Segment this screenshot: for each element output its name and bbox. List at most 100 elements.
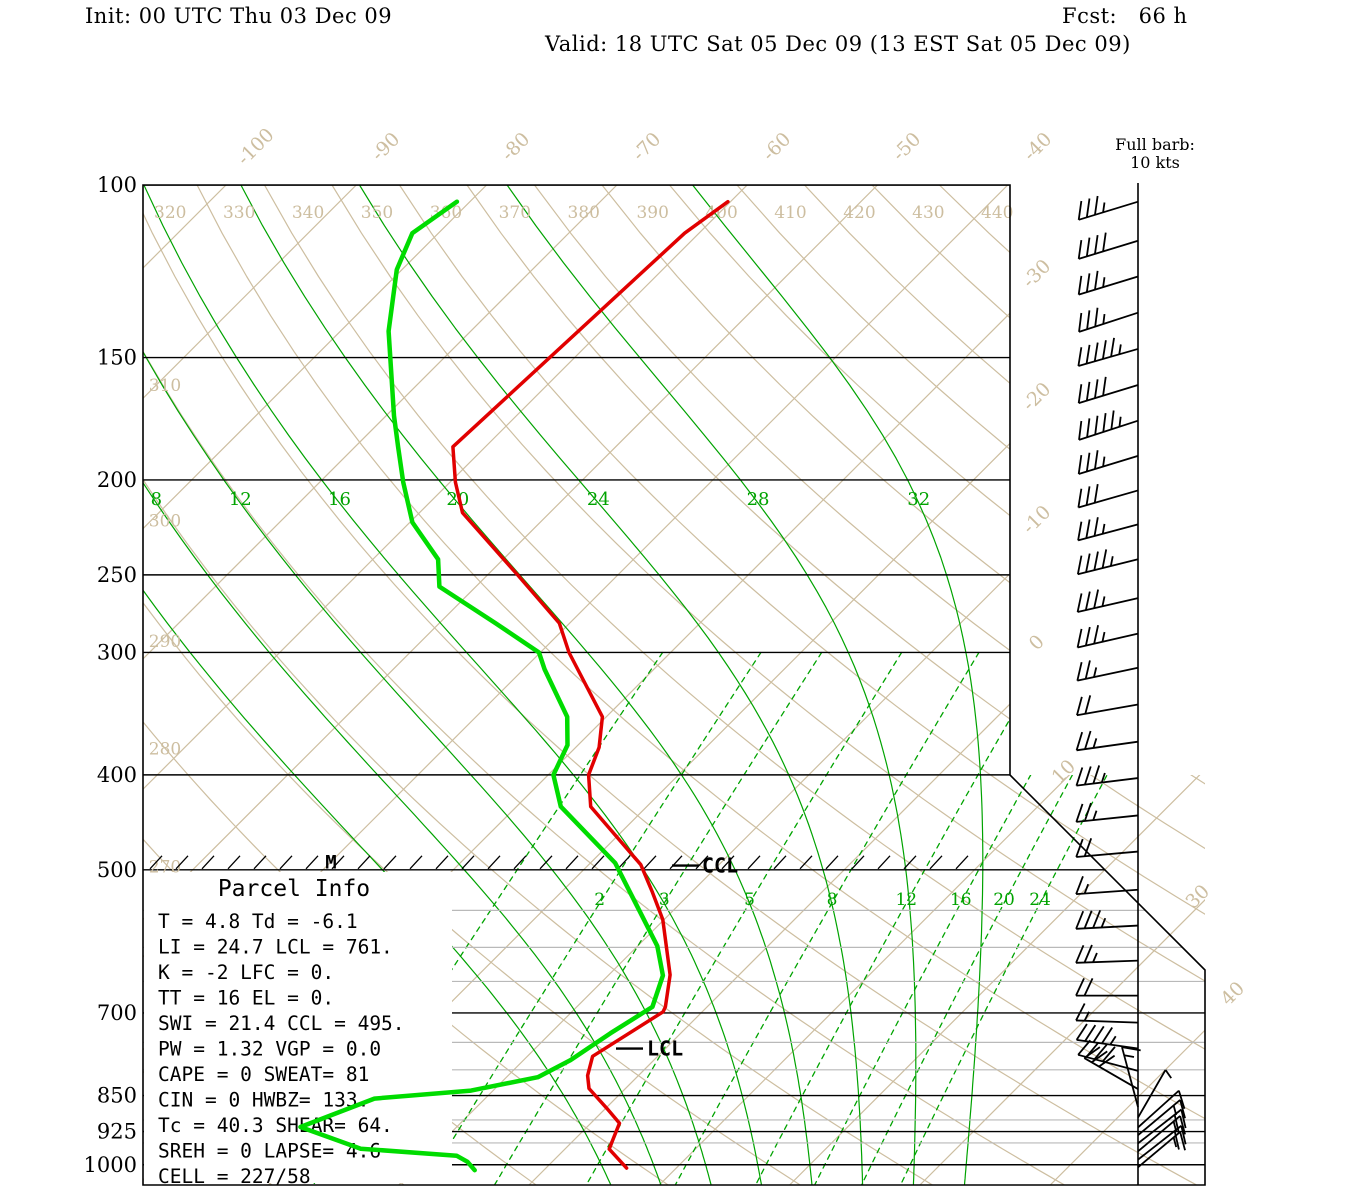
dry-adiabat-label: 370: [499, 203, 531, 223]
wind-barb: [1075, 978, 1138, 997]
parcel-info-row: CAPE = 0 SWEAT= 81: [158, 1063, 369, 1086]
wind-barb: [1137, 1125, 1187, 1161]
parcel-info-row: LI = 24.7 LCL = 761.: [158, 936, 393, 959]
isotherm-label-top: -80: [497, 128, 534, 165]
parcel-info-title: Parcel Info: [218, 876, 370, 902]
wind-barb: [1075, 909, 1139, 930]
dry-adiabat-label: 410: [774, 203, 806, 223]
dry-adiabat-label: 290: [149, 632, 181, 652]
wind-barb: [1078, 307, 1139, 333]
pressure-axis-label: 925: [97, 1120, 137, 1144]
wind-barb: [1075, 944, 1139, 964]
isotherm-label-right: -10: [1018, 501, 1055, 538]
forecast-hour-label: Fcst: 66 h: [1062, 4, 1188, 28]
pressure-axis-label: 250: [97, 563, 137, 587]
moist-adiabat-label: 12: [229, 489, 252, 510]
wind-barb: [1076, 624, 1139, 649]
wind-barb: [1076, 549, 1139, 576]
dry-adiabat-label: 270: [149, 857, 181, 877]
mixing-ratio-label: 20: [993, 890, 1015, 910]
valid-time-label: Valid: 18 UTC Sat 05 Dec 09 (13 EST Sat …: [545, 32, 1131, 56]
wind-barb: [1077, 337, 1139, 367]
dry-adiabat-label: 330: [223, 203, 255, 223]
max-wind-marker: M: [325, 851, 336, 873]
pressure-axis-label: 400: [97, 763, 137, 787]
dry-adiabat-label: 360: [430, 203, 462, 223]
pressure-axis-label: 150: [97, 346, 137, 370]
temperature-profile: [451, 199, 730, 1170]
parcel-info-row: Tc = 40.3 SHEAR= 64.: [158, 1114, 393, 1137]
parcel-info-box: Parcel Info T = 4.8 Td = -6.1 LI = 24.7 LC…: [144, 872, 452, 1188]
plot-boundary: [142, 184, 1206, 1186]
mixing-ratio-label: 16: [950, 890, 972, 910]
init-time-label: Init: 00 UTC Thu 03 Dec 09: [85, 4, 393, 28]
wind-barb: [1137, 1089, 1186, 1129]
isotherm-label-right: -30: [1018, 255, 1055, 292]
wind-barb: [1078, 410, 1139, 441]
wind-barb: [1077, 483, 1139, 509]
pressure-axis-label: 200: [97, 468, 137, 492]
pressure-axis-label: 700: [97, 1001, 137, 1025]
mixing-ratio-label: 3: [659, 890, 670, 910]
pressure-axis-label: 850: [97, 1084, 137, 1108]
wind-barb: [1076, 695, 1139, 717]
wind-barb: [1137, 1131, 1186, 1168]
wind-barb: [1137, 1108, 1187, 1145]
dry-adiabat-label: 430: [912, 203, 944, 223]
moist-adiabat-label: 24: [587, 489, 610, 510]
parcel-info-panel: [144, 872, 452, 1183]
dry-adiabat-label: 440: [981, 203, 1013, 223]
barb-legend-line1: Full barb:: [1115, 135, 1195, 154]
dry-adiabat-label: 350: [361, 203, 393, 223]
isotherm-label-right: 10: [1047, 755, 1080, 788]
wind-barb: [1075, 1023, 1139, 1050]
isotherm-label-right: 40: [1216, 977, 1249, 1010]
dry-adiabat-label: 310: [149, 376, 181, 396]
dry-adiabat-label: 400: [705, 203, 737, 223]
wind-barb: [1121, 1046, 1141, 1108]
wind-barb: [1077, 195, 1139, 221]
level-markers: M CCL LCL: [149, 851, 969, 1061]
wind-barb: [1077, 517, 1139, 542]
mixing-ratio-label: 12: [895, 890, 917, 910]
isotherm-label-top: -40: [1019, 128, 1056, 165]
parcel-info-row: SWI = 21.4 CCL = 495.: [158, 1012, 405, 1035]
mixing-ratio-label: 24: [1029, 890, 1051, 910]
ccl-marker-label: CCL: [702, 854, 738, 878]
parcel-info-row: T = 4.8 Td = -6.1: [158, 910, 358, 933]
isotherm-label-right: -20: [1018, 378, 1055, 415]
wind-barb: [1075, 765, 1139, 787]
moist-adiabat-label: 8: [151, 489, 162, 510]
isotherm-label-top: -90: [367, 128, 404, 165]
parcel-info-row: SREH = 0 LAPSE= 4.6: [158, 1140, 381, 1163]
dry-adiabat-label: 280: [149, 740, 181, 760]
moist-adiabat-label: 32: [907, 489, 930, 510]
mixing-ratio-label: 5: [744, 890, 755, 910]
isotherm-label-top: -50: [888, 128, 925, 165]
isotherm-label-top: -100: [233, 124, 279, 170]
wind-barb: [1075, 838, 1139, 858]
pressure-axis-label: 100: [97, 173, 137, 197]
wind-barb: [1077, 270, 1139, 296]
moist-adiabat-label: 16: [328, 489, 351, 510]
moist-adiabat-label: 28: [747, 489, 770, 510]
parcel-info-row: PW = 1.32 VGP = 0.0: [158, 1038, 381, 1061]
parcel-info-row: K = -2 LFC = 0.: [158, 961, 334, 984]
wind-barb: [1077, 450, 1139, 475]
wind-barb: [1075, 1003, 1139, 1024]
wind-barb: [1077, 232, 1139, 260]
wind-barb: [1075, 802, 1139, 823]
lcl-marker-label: LCL: [647, 1037, 683, 1061]
wind-barb: [1075, 876, 1139, 895]
dry-adiabat-label: 420: [843, 203, 875, 223]
isotherm-label-right: 0: [1025, 631, 1049, 655]
pressure-axis-label: 1000: [84, 1153, 137, 1177]
pressure-axis-label: 300: [97, 640, 137, 664]
dry-adiabat-label: 390: [636, 203, 668, 223]
chart-border: [142, 184, 1206, 1186]
wind-barb: [1076, 660, 1139, 682]
barb-legend-line2: 10 kts: [1130, 153, 1180, 172]
dewpoint-profile: [298, 199, 666, 1173]
